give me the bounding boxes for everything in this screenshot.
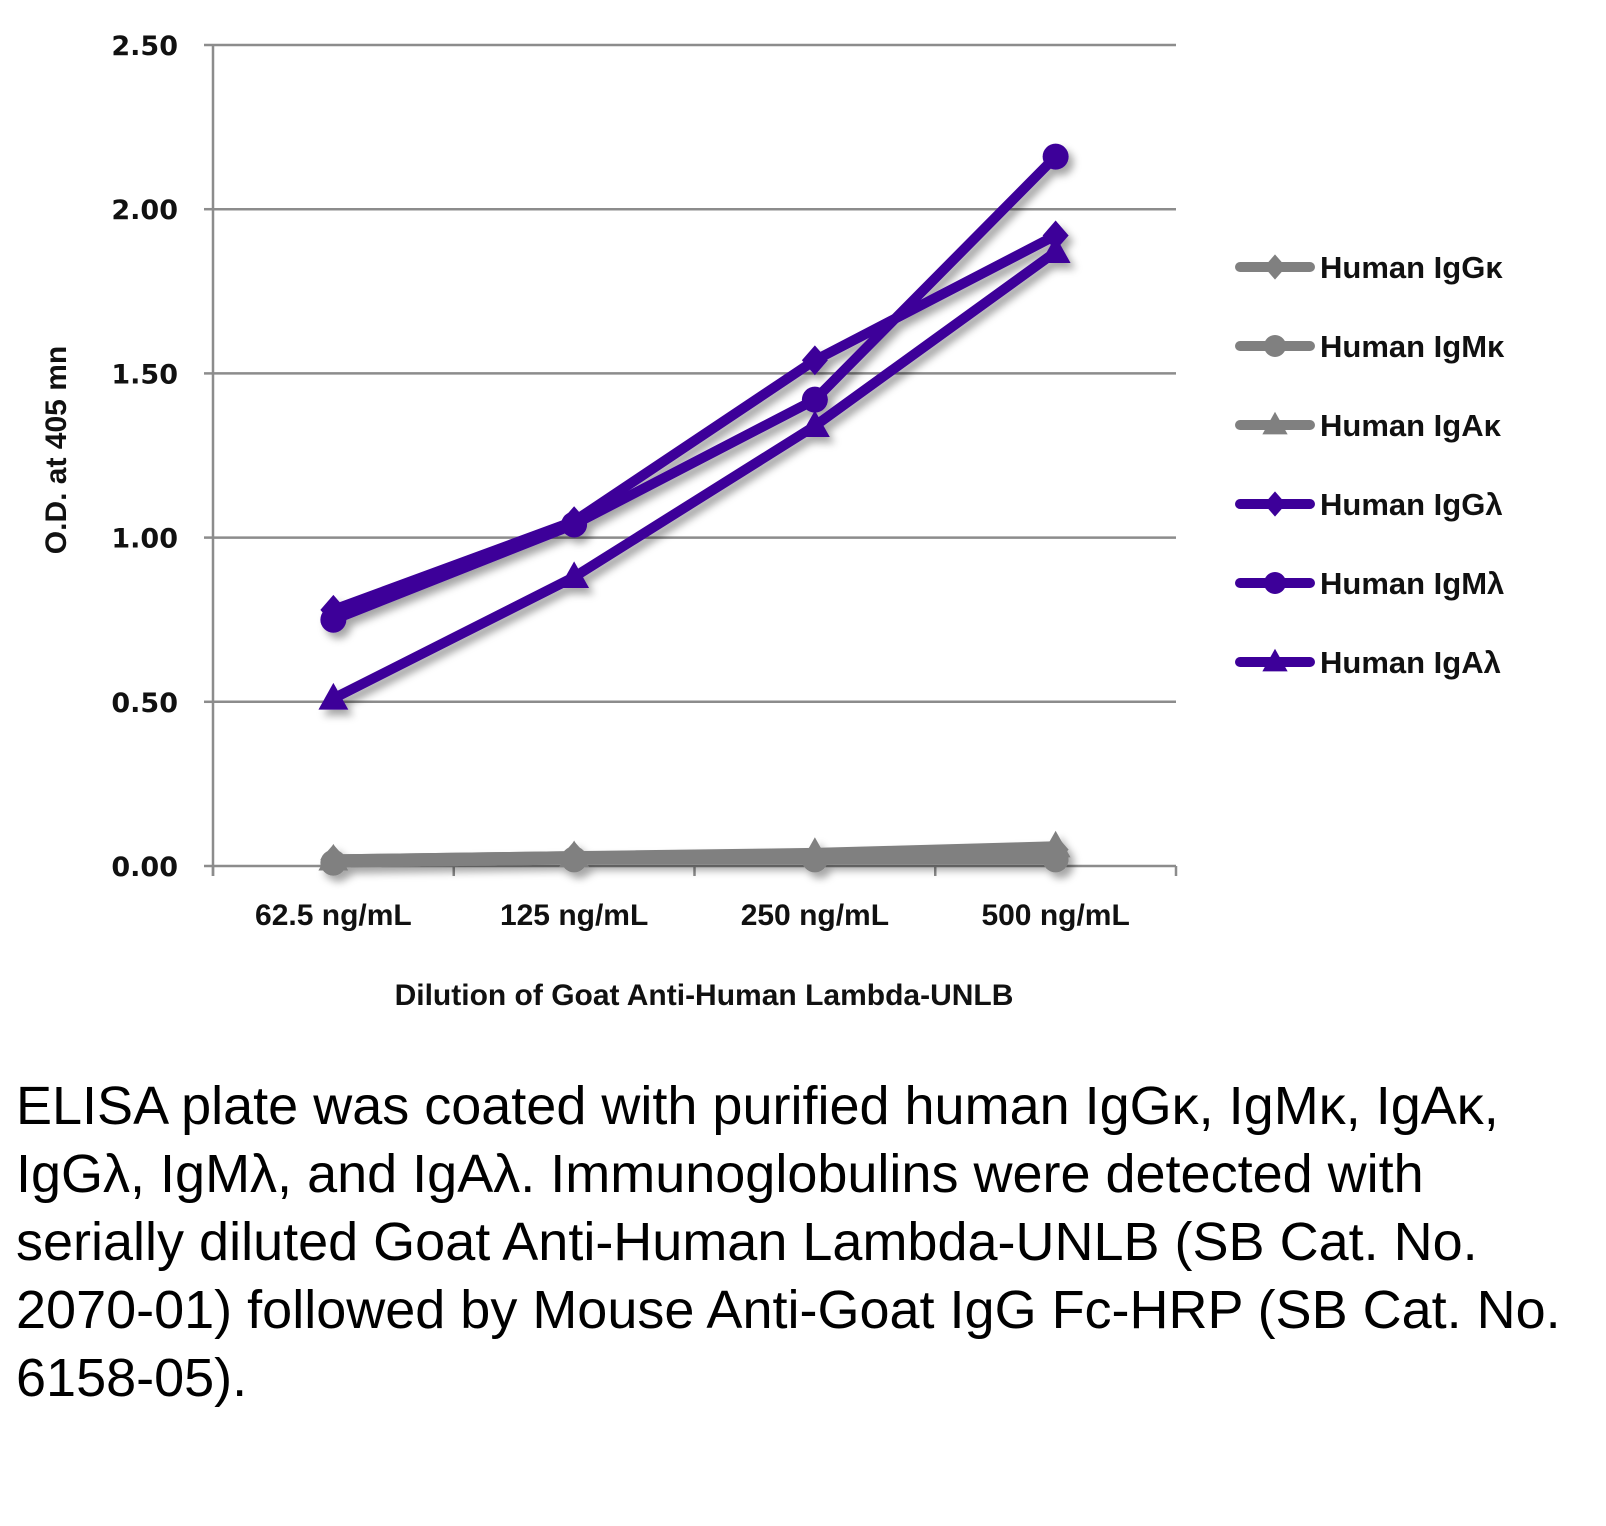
legend-label: Human IgMκ — [1320, 329, 1505, 364]
data-point-circle — [801, 386, 828, 413]
x-axis-ticks: 62.5 ng/mL 125 ng/mL 250 ng/mL 500 ng/mL — [211, 866, 1178, 932]
x-tick-label: 500 ng/mL — [981, 899, 1129, 932]
data-point-triangle — [559, 561, 590, 589]
y-tick-label: 2.00 — [111, 195, 178, 226]
data-point-diamond — [801, 345, 828, 376]
x-tick-label: 125 ng/mL — [500, 899, 648, 932]
legend-item: Human IgGλ — [1235, 487, 1503, 522]
data-point-triangle — [799, 410, 830, 437]
legend: Human IgGκ Human IgMκ Human IgAκ Human IgGλ… — [1235, 250, 1505, 680]
legend-label: Human IgAλ — [1320, 645, 1501, 680]
series-human-iggλ — [320, 220, 1069, 625]
legend-label: Human IgAκ — [1320, 408, 1502, 443]
data-series — [318, 143, 1071, 876]
legend-marker-triangle — [1262, 648, 1288, 672]
series-human-igaλ — [318, 236, 1071, 710]
legend-marker-circle — [1264, 335, 1286, 357]
legend-label: Human IgGλ — [1320, 487, 1503, 522]
data-point-diamond — [1042, 220, 1069, 251]
legend-marker-circle — [1264, 572, 1286, 594]
elisa-line-chart: 0.00 0.50 1.00 1.50 2.00 2.50 62.5 ng/mL 125 n… — [40, 31, 1505, 1012]
data-point-triangle — [799, 837, 830, 864]
legend-label: Human IgGκ — [1320, 250, 1503, 285]
data-point-triangle — [559, 840, 590, 868]
data-point-triangle — [318, 682, 349, 710]
x-tick-label: 62.5 ng/mL — [255, 899, 412, 932]
figure-caption: ELISA plate was coated with purified hum… — [16, 1076, 1561, 1408]
y-tick-label: 1.00 — [111, 524, 178, 555]
legend-item: Human IgAκ — [1235, 408, 1502, 443]
data-point-triangle — [1040, 236, 1071, 263]
y-tick-label: 0.00 — [111, 852, 178, 883]
data-point-triangle — [1040, 830, 1071, 858]
legend-marker-diamond — [1264, 491, 1286, 517]
y-axis-ticks: 0.00 0.50 1.00 1.50 2.00 2.50 — [111, 31, 213, 883]
x-tick-label: 250 ng/mL — [741, 899, 889, 932]
series-line — [328, 151, 1061, 625]
gridlines — [213, 43, 1176, 704]
series-line — [328, 230, 1061, 615]
y-axis-title: O.D. at 405 mn — [40, 346, 73, 554]
series-line — [328, 246, 1061, 704]
legend-item: Human IgMκ — [1235, 329, 1505, 364]
data-point-triangle — [318, 843, 349, 871]
legend-item: Human IgAλ — [1235, 645, 1501, 680]
data-point-circle — [1042, 143, 1069, 170]
y-tick-label: 2.50 — [111, 31, 178, 62]
data-point-circle — [320, 606, 347, 633]
data-point-circle — [561, 511, 588, 538]
series-human-igmλ — [320, 143, 1069, 633]
legend-label: Human IgMλ — [1320, 566, 1504, 601]
legend-marker-diamond — [1264, 254, 1286, 280]
x-axis-title: Dilution of Goat Anti-Human Lambda-UNLB — [395, 979, 1014, 1012]
series-line — [328, 841, 1061, 865]
legend-marker-triangle — [1262, 411, 1288, 435]
legend-item: Human IgGκ — [1235, 250, 1503, 285]
legend-item: Human IgMλ — [1235, 566, 1504, 601]
series-human-igaκ — [318, 830, 1071, 871]
y-tick-label: 0.50 — [111, 688, 178, 719]
y-tick-label: 1.50 — [111, 359, 178, 390]
